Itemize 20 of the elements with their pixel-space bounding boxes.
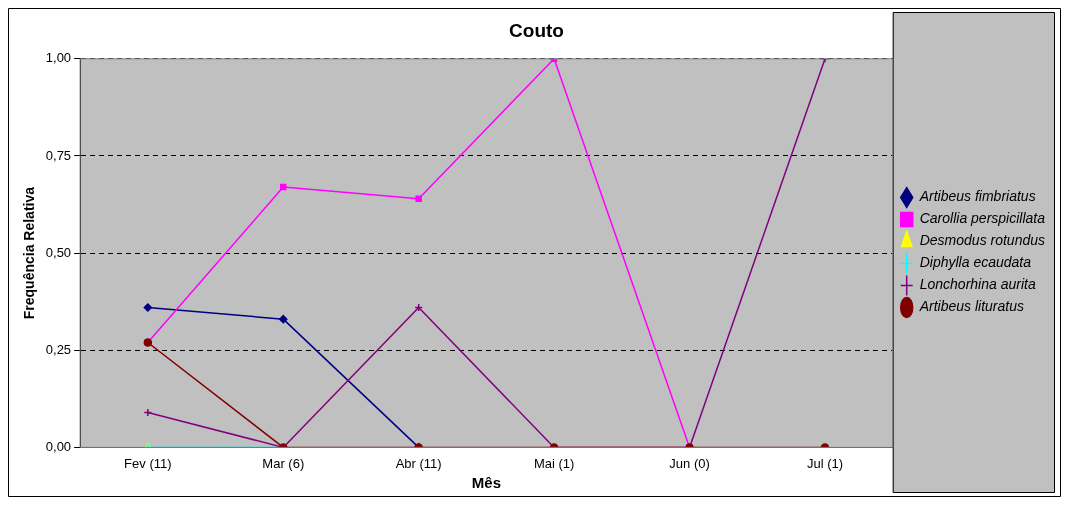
x-tick-label: Mar (6) <box>262 455 305 471</box>
y-axis-title: Frequência Relativa <box>21 186 38 320</box>
legend-label: Lonchorhina aurita <box>919 276 1036 293</box>
x-axis-title: Mês <box>471 474 501 492</box>
y-tick-label: 0,75 <box>45 147 72 163</box>
x-tick-label: Jul (1) <box>806 455 844 471</box>
y-tick-label: 0,50 <box>45 244 72 260</box>
legend-label: Diphylla ecaudata <box>919 254 1032 271</box>
legend-label: Artibeus lituratus <box>918 298 1024 315</box>
x-tick-label: Mai (1) <box>533 455 575 471</box>
chart-title: Couto <box>509 19 564 41</box>
x-tick-label: Jun (0) <box>669 455 710 471</box>
legend-label: Artibeus fimbriatus <box>918 188 1036 205</box>
legend-label: Desmodus rotundus <box>919 232 1046 249</box>
y-tick-label: 0,25 <box>45 341 72 357</box>
y-tick-label: 1,00 <box>45 50 72 66</box>
y-tick-label: 0,00 <box>45 438 72 454</box>
legend-label: Carollia perspicillata <box>919 210 1046 227</box>
x-tick-label: Fev (11) <box>124 455 172 471</box>
x-tick-label: Abr (11) <box>395 455 442 471</box>
